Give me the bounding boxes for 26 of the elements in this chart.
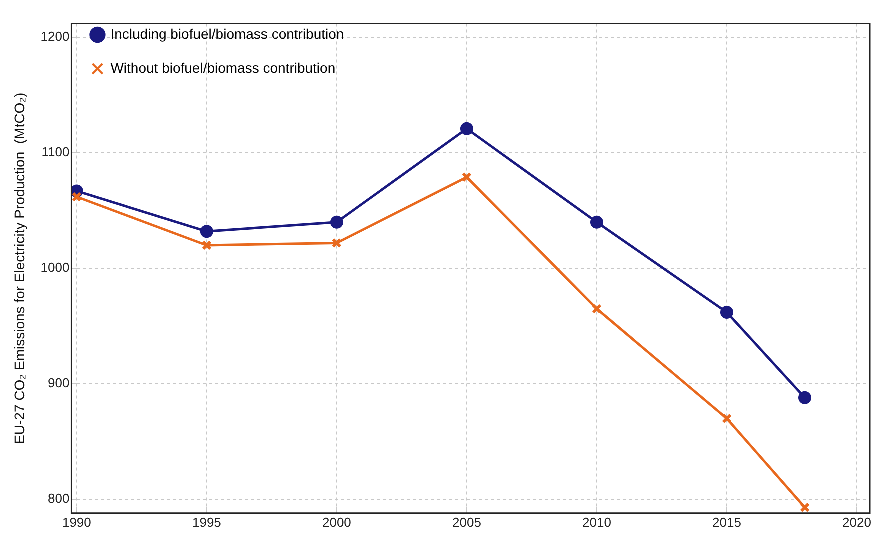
y-tick-label: 800 [48, 491, 70, 506]
legend-label: Including biofuel/biomass contribution [110, 26, 344, 42]
y-axis-title: EU-27 CO₂ Emissions for Electricity Production (MtCO₂) [11, 92, 28, 444]
x-tick-label: 2010 [582, 514, 612, 530]
point [330, 216, 344, 229]
point [460, 122, 474, 136]
point [462, 172, 472, 182]
point [332, 238, 342, 248]
point [202, 240, 212, 251]
legend-label: Without biofuel/biomass contribution [110, 60, 336, 76]
point [798, 391, 812, 404]
x-tick-label: 2005 [452, 514, 482, 530]
point [720, 306, 734, 319]
y-tick-label: 900 [48, 376, 70, 391]
x-tick-label: 1990 [62, 514, 92, 530]
point [590, 216, 604, 229]
y-tick-label: 1200 [40, 29, 70, 44]
x-tick-label: 2020 [842, 514, 872, 530]
point [722, 414, 732, 424]
x-tick-label: 2015 [712, 514, 742, 530]
y-tick-label: 1000 [40, 260, 70, 276]
x-tick-label: 2000 [322, 514, 352, 530]
y-tick-label: 1100 [42, 144, 70, 160]
point [592, 304, 602, 314]
x-tick-label: 1995 [192, 514, 222, 530]
point [200, 225, 214, 238]
